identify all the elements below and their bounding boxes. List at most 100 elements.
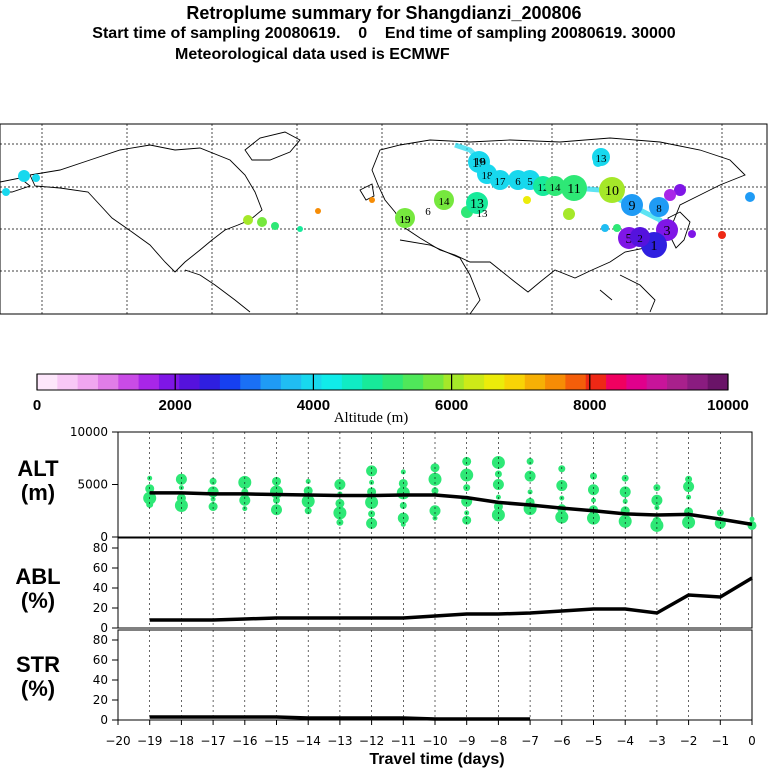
colorbar-swatch <box>158 374 180 390</box>
y-tick-label: 80 <box>93 633 108 647</box>
plume-bubble <box>592 148 610 166</box>
colorbar-swatch <box>443 374 465 390</box>
alt-point <box>366 465 378 477</box>
alt-point <box>619 486 631 498</box>
colorbar-swatch <box>179 374 200 390</box>
colorbar-swatch <box>606 374 627 390</box>
plume-day-label: 18 <box>482 170 494 182</box>
alt-point <box>175 473 187 485</box>
colorbar-swatch <box>138 374 160 390</box>
x-tick-label: −19 <box>137 734 162 748</box>
colorbar-swatch <box>219 374 241 390</box>
x-tick-label: −17 <box>200 734 225 748</box>
alt-point <box>272 476 281 486</box>
plume-day-label: 5 <box>527 176 533 188</box>
colorbar-swatch <box>626 374 648 390</box>
plume-marker <box>369 197 375 203</box>
x-tick-label: −14 <box>296 734 321 748</box>
x-tick-labels: −20 −19 −18 −17 −16 −15 −14 −13 −12 −11 −10 −9 −8 −7−… <box>105 734 755 748</box>
plume-marker <box>257 217 267 227</box>
x-tick-label: −16 <box>232 734 257 748</box>
x-tick-label: −13 <box>327 734 352 748</box>
plume-day-label: 11 <box>567 182 580 197</box>
plume-bubble <box>649 197 669 217</box>
colorbar-label: Altitude (m) <box>334 410 409 426</box>
colorbar-swatch <box>585 374 607 390</box>
alt-point <box>146 500 154 508</box>
x-tick-label: 0 <box>748 734 756 748</box>
alt-point <box>491 508 505 522</box>
plume-marker <box>718 231 726 239</box>
alt-point <box>749 516 755 522</box>
alt-unit: (m) <box>21 480 55 505</box>
alt-point <box>462 515 472 525</box>
alt-point <box>239 494 251 506</box>
y-tick-label: 0 <box>100 713 108 727</box>
plume-bubble <box>561 175 587 201</box>
plume-bubble <box>490 170 510 190</box>
alt-point <box>400 521 406 527</box>
y-tick-label: 10000 <box>70 425 108 439</box>
plume-marker <box>271 222 279 230</box>
plume-bubble <box>621 194 643 216</box>
x-tick-label: −2 <box>680 734 698 748</box>
chart-title: Retroplume summary for Shangdianzi_20080… <box>186 3 582 23</box>
plume-day-label: 5 <box>626 232 633 247</box>
alt-point <box>428 472 442 486</box>
x-tick-label: −12 <box>359 734 384 748</box>
sampling-times: Start time of sampling 20080619. 0 End t… <box>0 25 768 43</box>
alt-point <box>273 496 280 504</box>
plume-day-label: 3 <box>664 224 671 239</box>
y-tick-label: 0 <box>100 530 108 544</box>
alt-point <box>590 472 597 480</box>
y-tick-label: 5000 <box>77 478 108 492</box>
plume-day-label: 13 <box>477 208 489 220</box>
alt-point <box>400 469 406 475</box>
plume-marker <box>745 192 755 202</box>
plume-day-label: 17 <box>495 176 507 188</box>
y-tick-label: 20 <box>93 693 108 707</box>
alt-mean-line <box>149 491 753 527</box>
colorbar-swatch <box>362 374 383 390</box>
y-tick-label: 20 <box>93 601 108 615</box>
x-tick-label: −10 <box>422 734 447 748</box>
plume-bubble <box>630 227 650 247</box>
colorbar-swatch <box>565 374 587 390</box>
colorbar-swatch <box>341 374 363 390</box>
alt-point <box>650 518 664 532</box>
alt-point <box>304 507 312 515</box>
colorbar-tick-label: 10000 <box>707 397 749 414</box>
plume-day-label: 13 <box>596 153 608 165</box>
met-data-label: Meteorological data used is ECMWF <box>175 46 450 63</box>
alt-point <box>303 486 313 496</box>
colorbar-swatch <box>423 374 444 390</box>
colorbar-tick-label: 6000 <box>435 397 468 414</box>
plume-marker <box>664 189 676 201</box>
alt-point <box>591 497 596 503</box>
alt-point <box>460 468 474 482</box>
x-tick-label: −11 <box>391 734 416 748</box>
colorbar-swatch <box>463 374 485 390</box>
colorbar-ticks: 0 2000 4000 6000 8000 10000 <box>33 374 749 414</box>
x-gridlines <box>117 432 753 725</box>
plume-marker <box>18 170 30 182</box>
alt-scatter <box>143 455 757 532</box>
colorbar-swatch <box>402 374 424 390</box>
colorbar-swatch <box>57 374 79 390</box>
end-time-label: End time of sampling 20080619. 30000 <box>384 25 676 42</box>
str-y-ticks: 0 20 40 60 80 <box>93 633 118 727</box>
alt-point <box>305 478 311 484</box>
plume-marker <box>32 174 40 182</box>
alt-point <box>301 494 315 508</box>
alt-point <box>526 457 534 465</box>
plume-marker <box>297 226 303 232</box>
plume-marker <box>243 215 253 225</box>
alt-point <box>618 514 632 528</box>
colorbar-swatch <box>199 374 221 390</box>
colorbar-swatch <box>524 374 546 390</box>
alt-point <box>431 487 439 495</box>
x-axis-label: Travel time (days) <box>369 751 504 768</box>
alt-point <box>208 502 218 512</box>
